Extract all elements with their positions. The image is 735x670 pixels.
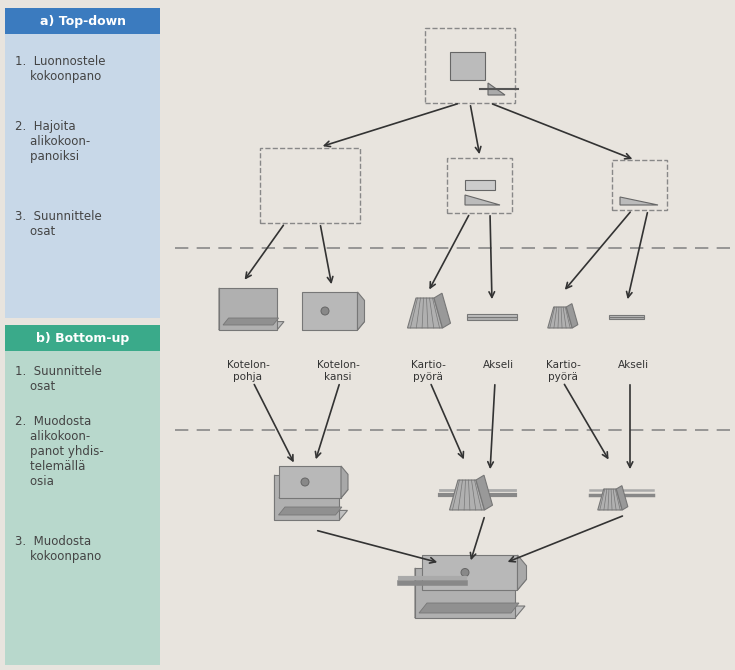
Text: 1.  Suunnittele
    osat: 1. Suunnittele osat (15, 365, 102, 393)
Polygon shape (219, 288, 277, 330)
Text: Kartio-
pyörä: Kartio- pyörä (411, 360, 445, 382)
Bar (260, 147, 360, 222)
Polygon shape (341, 466, 348, 498)
Bar (467, 314, 517, 317)
Polygon shape (357, 292, 365, 330)
Bar (609, 317, 645, 320)
Text: Kotelon-
kansi: Kotelon- kansi (317, 360, 359, 382)
Polygon shape (465, 195, 500, 205)
Text: a) Top-down: a) Top-down (40, 15, 126, 27)
Polygon shape (434, 293, 451, 328)
Polygon shape (274, 475, 282, 520)
Polygon shape (274, 511, 348, 520)
Text: b) Bottom-up: b) Bottom-up (36, 332, 129, 344)
Text: Akseli: Akseli (617, 360, 648, 370)
Polygon shape (223, 318, 279, 325)
FancyBboxPatch shape (5, 325, 160, 351)
Circle shape (321, 307, 329, 315)
Polygon shape (415, 568, 425, 618)
Text: 1.  Luonnostele
    kokoonpano: 1. Luonnostele kokoonpano (15, 55, 106, 83)
Circle shape (301, 478, 309, 486)
FancyBboxPatch shape (5, 325, 160, 665)
Polygon shape (517, 555, 526, 590)
Polygon shape (598, 489, 623, 510)
FancyBboxPatch shape (5, 8, 160, 34)
Polygon shape (303, 292, 357, 330)
Bar (448, 157, 512, 212)
Text: 3.  Suunnittele
    osat: 3. Suunnittele osat (15, 210, 101, 238)
Bar (467, 317, 517, 320)
Polygon shape (279, 490, 348, 498)
FancyBboxPatch shape (5, 8, 160, 318)
Polygon shape (407, 298, 442, 328)
Text: 2.  Hajoita
    alikokoon-
    panoiksi: 2. Hajoita alikokoon- panoiksi (15, 120, 90, 163)
Text: Kotelon-
pohja: Kotelon- pohja (226, 360, 270, 382)
Polygon shape (423, 579, 526, 590)
Text: Akseli: Akseli (482, 360, 514, 370)
Text: 2.  Muodosta
    alikokoon-
    panot yhdis-
    telemällä
    osia: 2. Muodosta alikokoon- panot yhdis- tele… (15, 415, 104, 488)
Polygon shape (476, 475, 492, 510)
Polygon shape (303, 322, 365, 330)
Polygon shape (219, 322, 284, 330)
Polygon shape (617, 486, 628, 510)
Polygon shape (488, 83, 505, 95)
Polygon shape (279, 507, 342, 515)
Polygon shape (548, 307, 573, 328)
Bar (612, 160, 667, 210)
Polygon shape (419, 603, 519, 613)
Bar (609, 315, 645, 318)
Polygon shape (415, 568, 515, 618)
Bar (450, 52, 485, 80)
Polygon shape (423, 555, 517, 590)
Polygon shape (450, 480, 484, 510)
Circle shape (461, 569, 469, 576)
Polygon shape (620, 197, 658, 205)
Text: Kartio-
pyörä: Kartio- pyörä (545, 360, 581, 382)
Bar (465, 180, 495, 190)
Polygon shape (566, 304, 578, 328)
Polygon shape (279, 466, 341, 498)
Polygon shape (415, 606, 525, 618)
Polygon shape (274, 475, 340, 520)
Polygon shape (219, 288, 226, 330)
Text: 3.  Muodosta
    kokoonpano: 3. Muodosta kokoonpano (15, 535, 101, 563)
Bar (425, 27, 515, 103)
